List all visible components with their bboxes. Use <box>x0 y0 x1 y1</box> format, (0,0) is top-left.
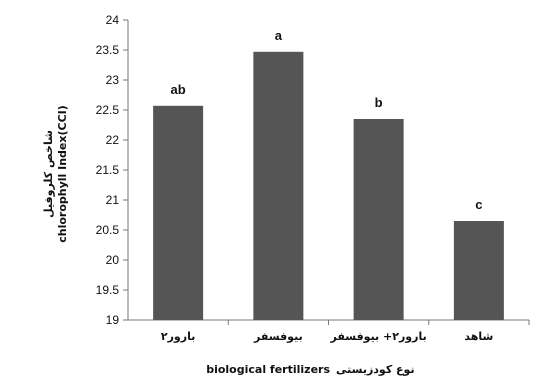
data-label: a <box>275 28 283 43</box>
data-label: ab <box>171 82 186 97</box>
y-axis-ticks: 19 19.5 20 20.5 21 21.5 22 22.5 23 23.5 24 <box>96 13 128 327</box>
y-tick-label: 19.5 <box>96 283 120 297</box>
bar <box>153 105 204 320</box>
y-tick-label: 21.5 <box>96 163 120 177</box>
bar <box>353 119 404 320</box>
y-tick-label: 22 <box>106 133 120 147</box>
bar <box>253 51 304 321</box>
y-axis-title: شاخص کلروفیل chlorophyll Index(CCI) <box>42 105 69 243</box>
y-tick-label: 23 <box>106 73 120 87</box>
y-axis-title-en: chlorophyll Index(CCI) <box>56 105 69 243</box>
y-tick-label: 21 <box>106 193 120 207</box>
y-tick-label: 19 <box>106 313 120 327</box>
y-tick-label: 23.5 <box>96 43 120 57</box>
x-axis-title: biological fertilizers نوع کودزیستی <box>206 363 414 376</box>
x-axis-title-fa: نوع کودزیستی <box>336 363 415 376</box>
category-label: بیوفسفر <box>253 330 303 343</box>
data-label: c <box>475 197 482 212</box>
category-label: بارور۲+ بیوفسفر <box>330 330 427 343</box>
bar <box>453 221 504 320</box>
data-label: b <box>375 95 383 110</box>
category-label: بارور۲ <box>161 330 195 343</box>
x-axis-title-en: biological fertilizers <box>206 363 330 376</box>
y-tick-label: 20 <box>106 253 120 267</box>
bars <box>153 51 504 321</box>
y-tick-label: 24 <box>106 13 120 27</box>
category-labels: بارور۲ بیوفسفر بارور۲+ بیوفسفر شاهد <box>161 320 530 343</box>
category-label: شاهد <box>464 330 493 343</box>
y-tick-label: 20.5 <box>96 223 120 237</box>
y-axis-title-fa: شاخص کلروفیل <box>42 130 55 218</box>
y-tick-label: 22.5 <box>96 103 120 117</box>
